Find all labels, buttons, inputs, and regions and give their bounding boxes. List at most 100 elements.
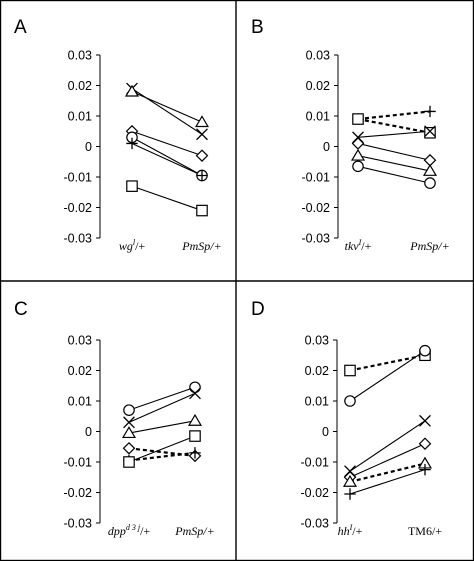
- series-line-diamond: [349, 443, 426, 478]
- y-tick-label: -0.01: [64, 171, 93, 185]
- point-triangle-right: [422, 163, 438, 176]
- category-text: PmSp/+: [181, 239, 221, 253]
- point-diamond-right: [418, 437, 432, 451]
- y-tick-label: -0.03: [302, 232, 331, 246]
- chart-panel-c: C 0.03 0.02 0.01 0 -0.01 -0.02 -0.03 dppd 3 j/+ P…: [14, 299, 215, 538]
- category-superscript: I: [358, 238, 362, 247]
- series-line-square: [131, 185, 203, 212]
- series-line-triangle: [349, 462, 426, 483]
- y-tick-label: -0.02: [302, 201, 331, 215]
- point-plus-right: [196, 169, 208, 182]
- point-circle-left: [344, 395, 356, 407]
- panel-letter: A: [14, 17, 27, 38]
- y-tick-label: 0.01: [68, 395, 92, 409]
- series-line-circle: [357, 165, 431, 184]
- series-line-cross: [128, 392, 196, 423]
- point-square-right: [189, 430, 201, 442]
- point-circle-right: [424, 177, 436, 189]
- point-triangle-left: [342, 474, 358, 487]
- x-category-label: wgl/+: [119, 238, 146, 253]
- panel-letter: D: [251, 299, 265, 320]
- series-line-square: [357, 117, 431, 134]
- x-category-label: PmSp/+: [181, 239, 221, 253]
- x-category-label: PmSp/+: [174, 524, 214, 538]
- y-tick-label: -0.02: [64, 201, 93, 215]
- point-square-left: [123, 456, 135, 468]
- point-triangle-left: [121, 426, 137, 439]
- series-line-triangle: [131, 91, 203, 123]
- point-triangle-right: [194, 115, 210, 128]
- series-line-plus: [349, 469, 426, 495]
- y-tick-label: 0.01: [306, 110, 330, 124]
- y-tick-label: -0.02: [301, 486, 330, 500]
- point-circle-left: [123, 404, 135, 416]
- point-plus-left: [126, 137, 138, 150]
- y-tick-label: 0: [323, 140, 330, 154]
- category-suffix: /+: [140, 524, 150, 538]
- category-text: PmSp/+: [174, 524, 214, 538]
- series-line-diamond: [131, 130, 203, 157]
- series-line-square: [349, 354, 426, 372]
- chart-panel-d: D 0.03 0.02 0.01 0 -0.01 -0.02 -0.03 hhI/+ TM6/+: [251, 299, 442, 538]
- chart-panel-b: B 0.03 0.02 0.01 0 -0.01 -0.02 -0.03 tkvI/+ PmSp/…: [251, 17, 450, 253]
- category-text: TM6/+: [408, 524, 442, 538]
- point-diamond-right: [195, 149, 209, 162]
- point-cross-right: [419, 414, 431, 427]
- chart-panel-a: A 0.03 0.02 0.01 0 -0.01 -0.02 -0.03 wgl/+ PmSp/+: [14, 17, 222, 253]
- point-triangle-left: [350, 148, 366, 161]
- category-text: PmSp/+: [409, 239, 449, 253]
- point-square-left: [344, 364, 356, 377]
- x-category-label: tkvI/+: [345, 238, 372, 253]
- y-tick-label: 0.03: [305, 334, 329, 348]
- category-suffix: /+: [361, 239, 371, 253]
- series-line-diamond: [357, 142, 431, 161]
- series-line-circle: [131, 136, 203, 176]
- y-tick-label: -0.03: [64, 232, 93, 246]
- y-tick-label: -0.01: [301, 456, 330, 470]
- x-category-label: hhI/+: [338, 523, 363, 538]
- y-tick-label: 0: [85, 140, 92, 154]
- category-superscript: d 3 j: [126, 523, 141, 532]
- panel-letter: C: [14, 299, 28, 320]
- series-line-square: [128, 435, 196, 463]
- series-line-circle: [128, 386, 196, 411]
- series-line-plus: [357, 110, 431, 121]
- y-tick-label: 0.02: [306, 79, 330, 93]
- x-category-label: dppd 3 j/+: [108, 523, 151, 538]
- series-line-plus: [131, 142, 203, 176]
- point-diamond-left: [122, 441, 136, 455]
- series-line-triangle: [357, 155, 431, 172]
- point-circle-right: [189, 381, 201, 394]
- point-plus-right: [189, 447, 201, 459]
- point-cross-right: [189, 387, 201, 400]
- point-circle-right: [419, 344, 431, 357]
- series-line-triangle: [128, 420, 196, 434]
- y-tick-label: 0.02: [305, 364, 329, 378]
- point-square-left: [126, 180, 138, 192]
- category-text: hh: [338, 524, 350, 538]
- y-tick-label: -0.02: [64, 486, 93, 500]
- point-circle-left: [352, 160, 364, 173]
- point-square-right: [196, 204, 208, 217]
- category-superscript: l: [133, 238, 136, 247]
- category-suffix: /+: [135, 239, 145, 253]
- x-category-label: TM6/+: [408, 524, 442, 538]
- category-suffix: /+: [352, 524, 362, 538]
- y-tick-label: 0.03: [68, 49, 92, 63]
- point-triangle-left: [124, 84, 140, 97]
- series-line-cross: [349, 420, 426, 472]
- point-cross-left: [123, 416, 135, 429]
- point-cross-right: [196, 128, 208, 141]
- panel-letter: B: [251, 17, 264, 38]
- y-tick-label: 0.03: [68, 334, 92, 348]
- series-line-cross: [357, 130, 431, 138]
- point-plus-right: [424, 105, 436, 118]
- y-tick-label: -0.01: [64, 456, 93, 470]
- y-tick-label: 0.02: [68, 364, 92, 378]
- category-text: tkv: [345, 239, 360, 253]
- point-triangle-right: [187, 413, 203, 426]
- y-tick-label: 0.02: [68, 79, 92, 93]
- category-superscript: I: [349, 523, 353, 532]
